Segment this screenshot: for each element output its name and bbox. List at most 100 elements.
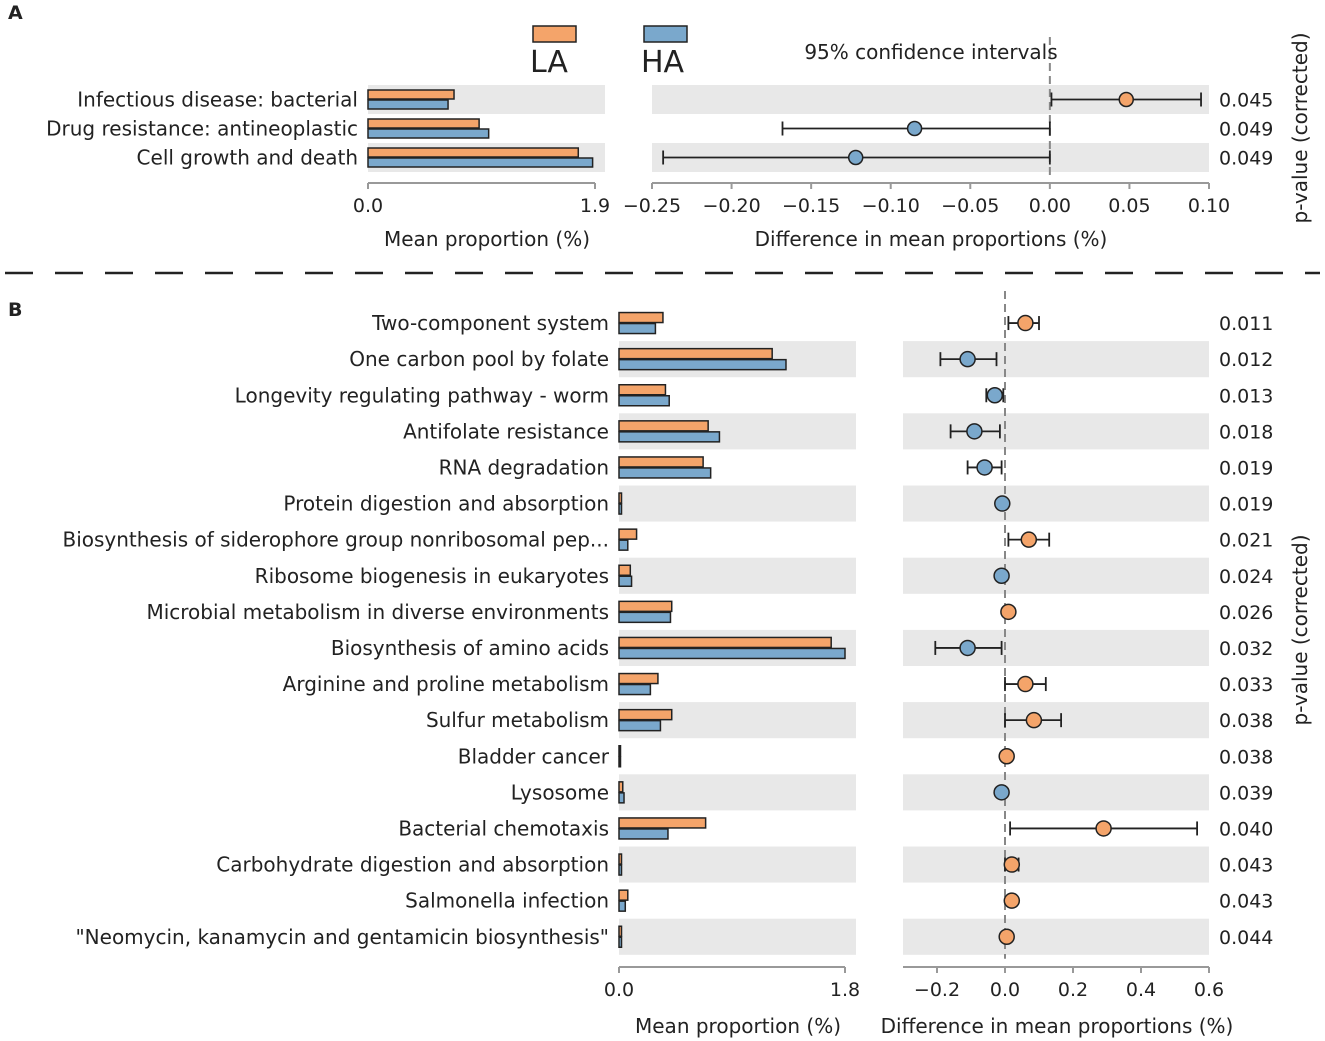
- panel-b-bar-band: [619, 774, 856, 811]
- ci-title: 95% confidence intervals: [804, 40, 1057, 64]
- panel-a-diff-point: [1118, 91, 1134, 108]
- panel-b-bar-la: [618, 456, 704, 468]
- panel-a-diff-tick-label: −0.25: [623, 195, 681, 217]
- panel-b-category-label: Bladder cancer: [458, 744, 610, 768]
- panel-b-bar-ha: [618, 828, 669, 840]
- panel-b-bar-ha: [618, 575, 633, 587]
- panel-b-diff-band: [903, 557, 1209, 594]
- panel-a-bar-tick-label: 0.0: [353, 195, 383, 217]
- panel-b-category-label: Biosynthesis of amino acids: [331, 636, 609, 660]
- panel-b-bar-band: [619, 846, 856, 883]
- panel-b-bar-la: [618, 708, 673, 721]
- panel-b-bar-la: [618, 853, 623, 865]
- panel-b-diff-band: [903, 774, 1209, 811]
- panel-b-category-label: One carbon pool by folate: [349, 347, 609, 371]
- panel-b-p-value: 0.039: [1219, 782, 1273, 804]
- panel-b-diff-point: [1017, 314, 1034, 332]
- panel-b-category-label: Ribosome biogenesis in eukaryotes: [255, 564, 609, 588]
- panel-b-bar-xlabel: Mean proportion (%): [635, 1014, 841, 1038]
- panel-b-bar-la: [618, 925, 623, 937]
- panel-a-diff-tick-label: −0.15: [782, 195, 840, 217]
- panel-b-bar-la: [618, 384, 667, 396]
- panel-b-p-value: 0.019: [1219, 457, 1273, 479]
- legend-label-ha: HA: [641, 45, 685, 80]
- panel-b-p-value: 0.032: [1219, 638, 1273, 660]
- panel-a-bar-xlabel: Mean proportion (%): [384, 227, 590, 251]
- panel-b-bar-ha: [618, 611, 672, 624]
- panel-b-diff-point: [1020, 531, 1038, 548]
- panel-a-diff-tick-label: −0.10: [862, 195, 920, 217]
- panel-b-diff-point: [1003, 892, 1021, 909]
- panel-b-diff-point: [1017, 675, 1034, 693]
- panel-b-bar-la: [618, 636, 832, 649]
- panel-b-diff-point: [1003, 856, 1021, 873]
- panel-b-p-value: 0.019: [1219, 494, 1273, 516]
- panel-b-bar-ha: [618, 431, 721, 443]
- panel-a-p-value: 0.045: [1219, 90, 1273, 112]
- panel-b-category-label: Two-component system: [371, 311, 609, 335]
- panel-a-category-label: Infectious disease: bacterial: [77, 88, 358, 112]
- panel-b-diff-point: [986, 387, 1004, 404]
- panel-b-bar-la: [618, 745, 622, 757]
- panel-a-diff-tick-label: 0.05: [1108, 195, 1150, 217]
- panel-b-bar-ha: [618, 792, 625, 804]
- panel-a-bar-la: [367, 89, 455, 100]
- panel-b-p-value: 0.021: [1219, 530, 1273, 552]
- panel-b-category-label: Carbohydrate digestion and absorption: [216, 853, 609, 877]
- panel-b-diff-band: [903, 846, 1209, 883]
- panel-b-bar-la: [618, 817, 707, 829]
- panel-a-p-value: 0.049: [1219, 119, 1273, 141]
- panel-b-diff-tick-label: −0.2: [914, 979, 960, 1001]
- panel-a-diff-tick-label: 0.10: [1188, 195, 1230, 217]
- panel-b-diff-point: [998, 748, 1015, 765]
- panel-a-category-label: Cell growth and death: [137, 146, 358, 170]
- panel-a-diff-tick-label: −0.05: [941, 195, 999, 217]
- panel-b-p-value: 0.038: [1219, 710, 1273, 732]
- legend-swatch-ha: [643, 25, 688, 43]
- panel-b-diff-point: [1025, 711, 1043, 729]
- panel-b-bar-la: [618, 311, 664, 324]
- panel-b-bar-ha: [618, 503, 623, 515]
- panel-a-bar-tick-label: 1.9: [580, 195, 610, 217]
- panel-b-bar-la: [618, 492, 623, 504]
- panel-b-bar-ha: [618, 719, 662, 732]
- panel-a-diff-point: [906, 120, 923, 137]
- panel-b-diff-point: [998, 928, 1015, 945]
- panel-b-diff-point: [993, 784, 1010, 801]
- panel-b-diff-point: [1095, 820, 1112, 837]
- panel-b-diff-point: [1000, 603, 1017, 621]
- panel-a-p-value: 0.049: [1219, 148, 1273, 170]
- panel-b-p-value: 0.043: [1219, 891, 1273, 913]
- panel-b-diff-tick-label: 0.6: [1194, 979, 1224, 1001]
- panel-b-bar-la: [618, 672, 659, 685]
- panel-b-category-label: Lysosome: [511, 780, 609, 804]
- panel-a-bar-la: [367, 118, 480, 129]
- panel-b-diff-band: [903, 413, 1209, 450]
- panel-b-p-value: 0.013: [1219, 385, 1273, 407]
- panel-b-diff-band: [903, 918, 1209, 955]
- panel-b-p-value: 0.011: [1219, 313, 1273, 335]
- panel-b-p-value: 0.024: [1219, 566, 1273, 588]
- panel-b-p-value: 0.038: [1219, 746, 1273, 768]
- panel-b-category-label: Longevity regulating pathway - worm: [235, 383, 609, 407]
- panel-b-diff-point: [959, 350, 976, 368]
- panel-b-p-value: 0.012: [1219, 349, 1273, 371]
- panel-b-category-label: Microbial metabolism in diverse environm…: [146, 600, 609, 624]
- panel-b-p-value: 0.026: [1219, 602, 1273, 624]
- panel-b-category-label: Salmonella infection: [405, 889, 609, 913]
- panel-b-category-label: RNA degradation: [439, 455, 609, 479]
- panel-b-category-label: Biosynthesis of siderophore group nonrib…: [62, 528, 609, 552]
- panel-b-category-label: Bacterial chemotaxis: [398, 816, 609, 840]
- panel-b-category-label: Antifolate resistance: [403, 419, 609, 443]
- panel-b-bar-band: [619, 485, 856, 522]
- panel-a-bar-la: [367, 147, 580, 158]
- panel-b-bar-la: [618, 347, 773, 360]
- panel-b-bar-ha: [618, 467, 712, 479]
- panel-b-category-label: Protein digestion and absorption: [283, 492, 609, 516]
- panel-b-diff-tick-label: 0.4: [1126, 979, 1156, 1001]
- legend-swatch-la: [532, 25, 577, 43]
- panel-b-letter: B: [8, 299, 22, 321]
- panel-b-bar-ha: [618, 322, 657, 335]
- panel-b-diff-tick-label: 0.2: [1058, 979, 1088, 1001]
- panel-b-bar-tick-label: 1.8: [830, 979, 860, 1001]
